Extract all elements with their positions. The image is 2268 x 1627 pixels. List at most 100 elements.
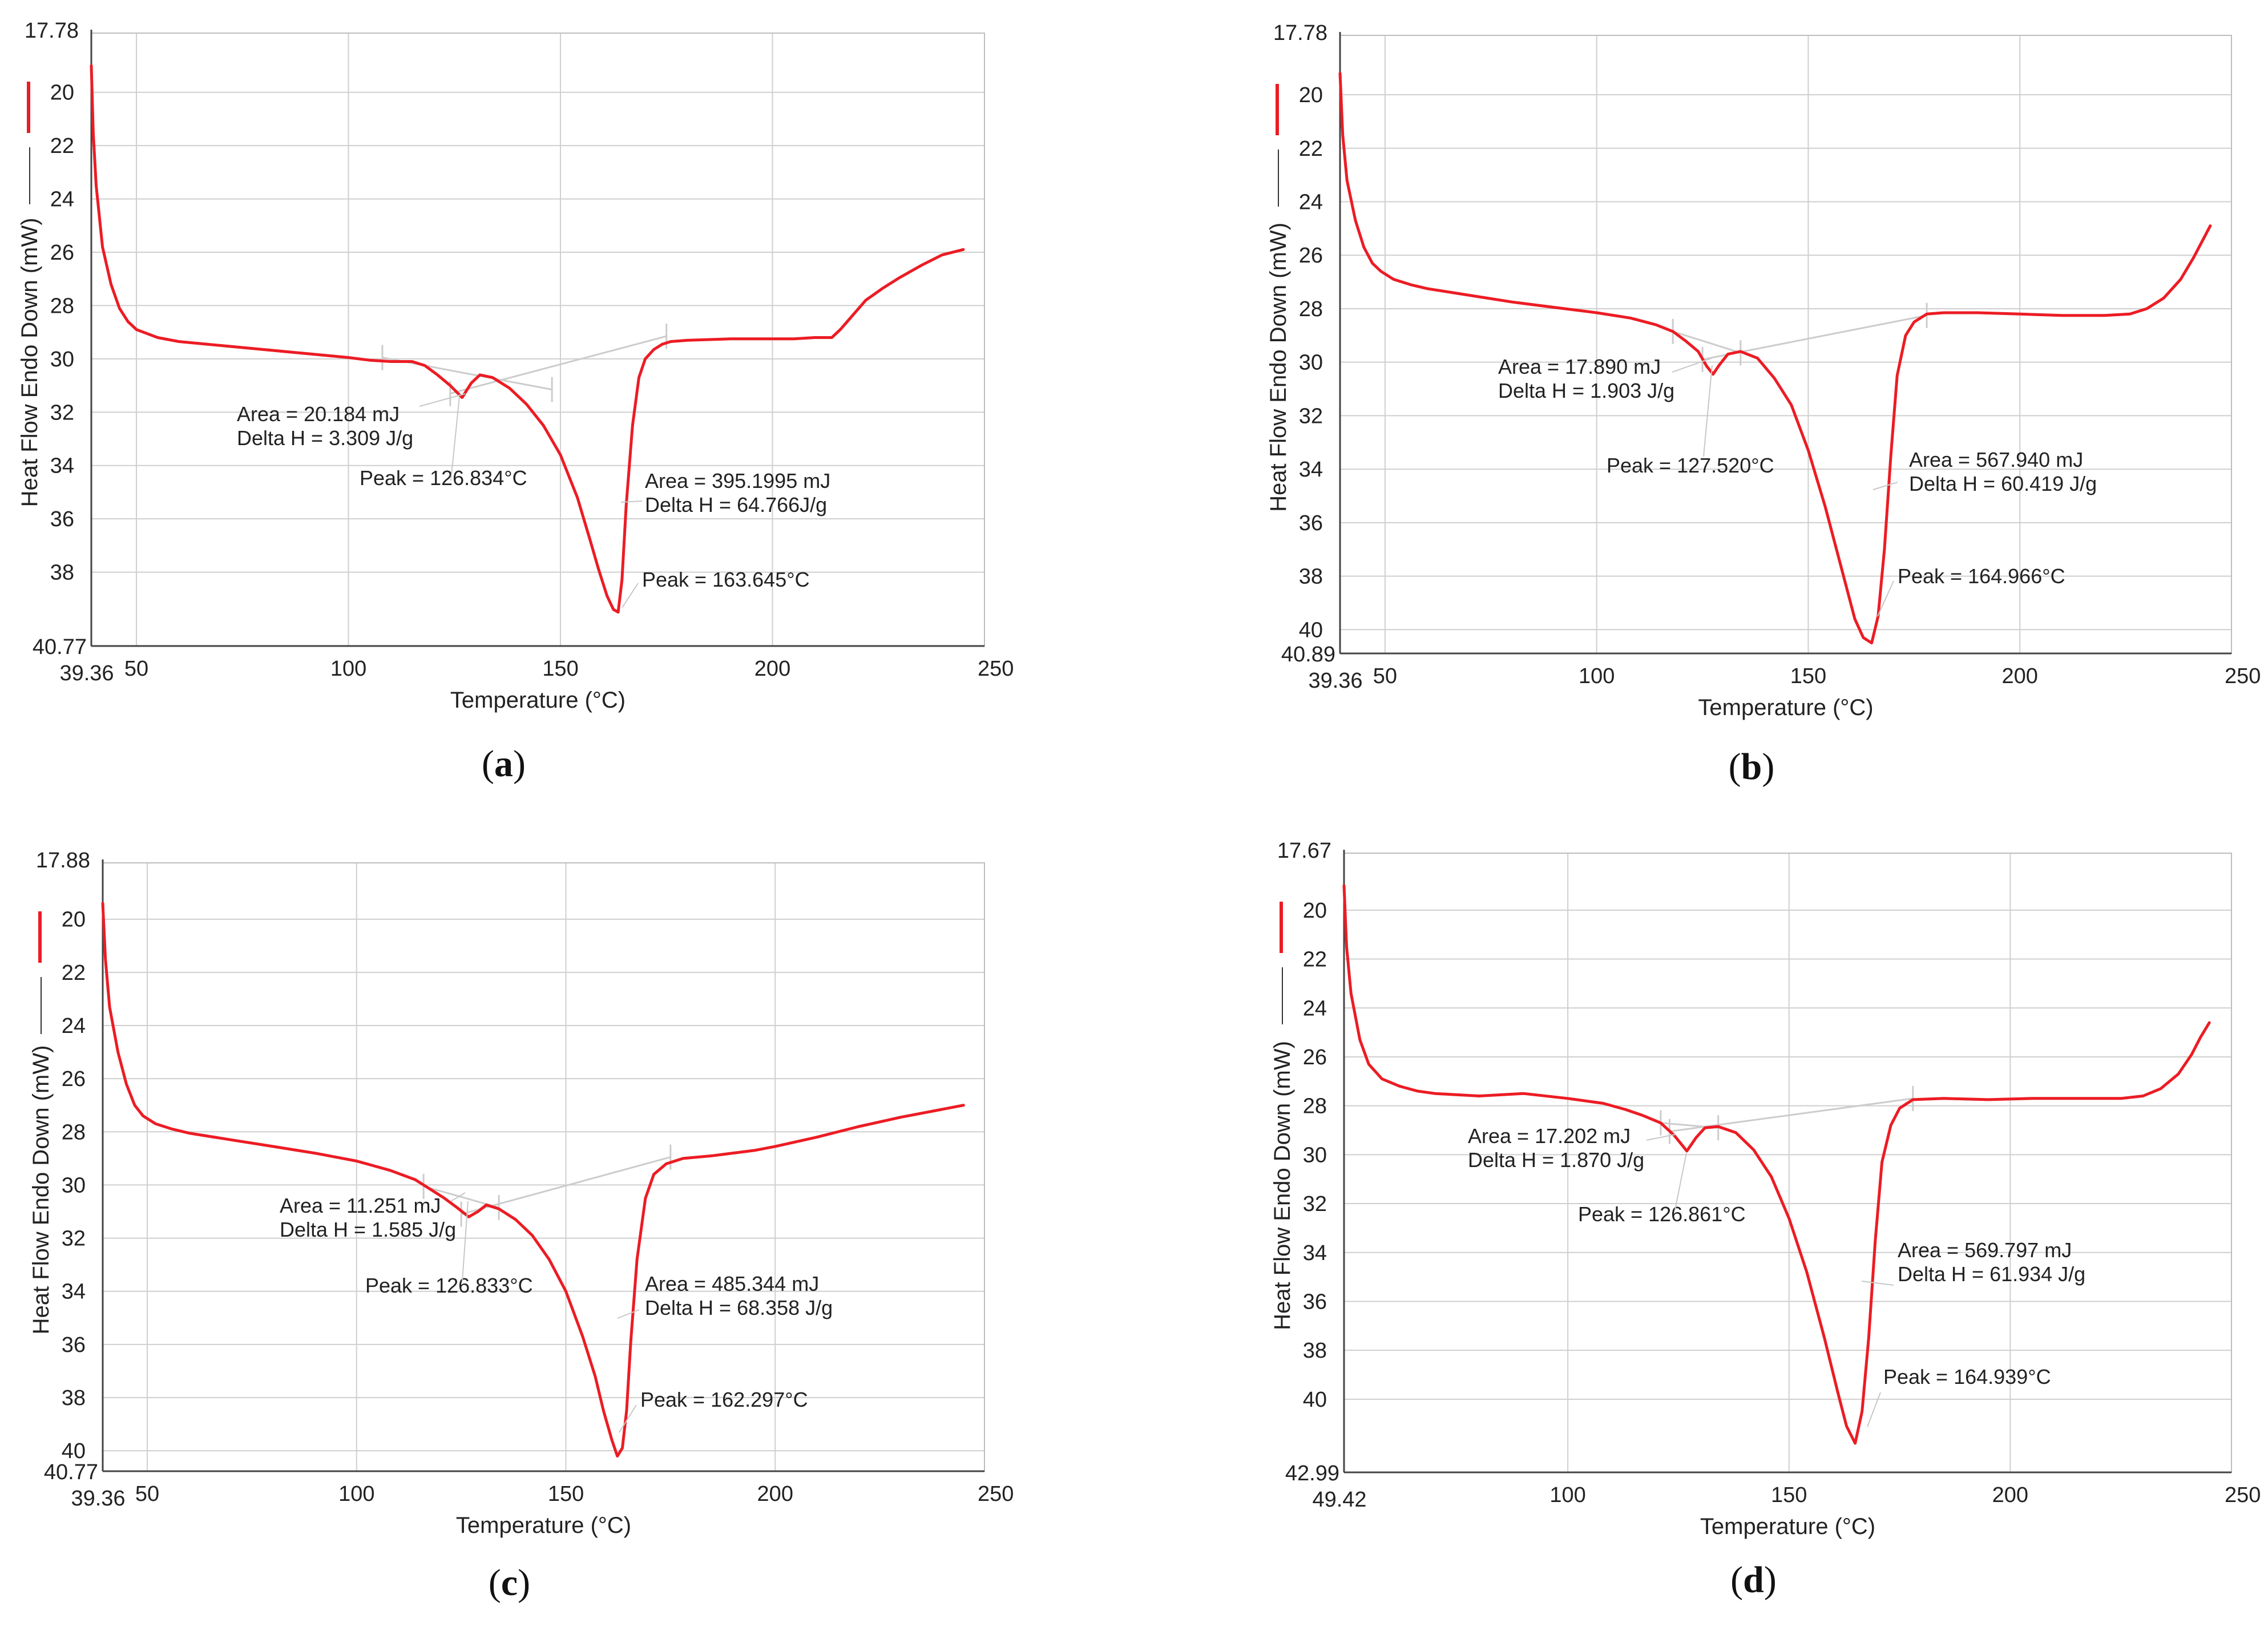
x-tick-label: 50 (124, 657, 148, 681)
integration-baseline (450, 335, 667, 395)
x-tick-label: 150 (1771, 1483, 1807, 1507)
y-tick-label: 32 (1303, 1192, 1327, 1216)
x-axis-title: Temperature (°C) (1700, 1514, 1875, 1539)
x-axis-title: Temperature (°C) (1698, 695, 1873, 720)
peak-leader (1877, 580, 1894, 617)
x-tick-label: 250 (2225, 1483, 2261, 1507)
y-tick-label: 30 (62, 1173, 86, 1197)
annotation-leader (450, 1192, 466, 1202)
peak-annotation: Peak = 163.645°C (642, 568, 810, 591)
peak-leader (450, 396, 460, 481)
x-tick-label: 100 (338, 1482, 374, 1506)
panel-label: (b) (1729, 746, 1775, 788)
panel-label: (c) (489, 1562, 530, 1604)
y-axis-title: Heat Flow Endo Down (mW) (1266, 223, 1291, 512)
y-tick-label: 34 (62, 1280, 86, 1304)
y-tick-label: 34 (50, 454, 74, 478)
panel-label: (d) (1730, 1559, 1777, 1601)
y-tick-label: 22 (1299, 137, 1323, 161)
peak-annotation: Peak = 164.966°C (1898, 564, 2065, 588)
peak-annotation: Peak = 126.861°C (1578, 1202, 1746, 1226)
gridlines (1344, 853, 2232, 1472)
x-tick-label: 150 (1790, 664, 1826, 688)
plot-frame (1339, 35, 2232, 654)
y-tick-label: 28 (1303, 1095, 1327, 1119)
y-tick-label: 34 (1299, 458, 1323, 482)
y-tick-label: 38 (62, 1386, 86, 1410)
area-annotation: Area = 11.251 mJ (280, 1194, 441, 1217)
x-tick-label: 200 (754, 657, 790, 681)
area-annotation: Area = 569.797 mJ (1898, 1238, 2072, 1262)
area-annotation: Area = 17.890 mJ (1498, 355, 1661, 378)
peak-annotation: Peak = 126.834°C (360, 466, 527, 490)
y-top-label: 17.78 (1273, 21, 1327, 45)
delta-h-annotation: Delta H = 64.766J/g (645, 493, 827, 516)
x-tick-label: 100 (1549, 1483, 1585, 1507)
peak-leader (1703, 365, 1713, 457)
y-tick-label: 30 (50, 348, 74, 372)
annotation-leader (1872, 482, 1898, 490)
peak-leader (462, 1201, 469, 1282)
x-start-label: 39.36 (59, 661, 114, 685)
y-tick-label: 20 (1303, 899, 1327, 923)
y-tick-label: 32 (1299, 404, 1323, 428)
plot-frame (102, 862, 985, 1472)
panel-label: (a) (482, 743, 526, 785)
y-tick-label: 22 (1303, 948, 1327, 972)
x-tick-label: 50 (135, 1482, 159, 1506)
y-tick-label: 36 (1303, 1290, 1327, 1314)
y-tick-label: 24 (50, 188, 74, 212)
y-tick-label: 26 (1303, 1045, 1327, 1069)
annotation-leader (1672, 358, 1712, 373)
y-tick-label: 38 (1299, 565, 1323, 589)
x-tick-label: 250 (978, 657, 1014, 681)
x-tick-label: 250 (978, 1482, 1014, 1506)
y-tick-label: 28 (62, 1120, 86, 1144)
y-tick-label: 36 (1299, 511, 1323, 535)
delta-h-annotation: Delta H = 1.903 J/g (1498, 379, 1674, 402)
y-tick-label: 26 (50, 241, 74, 265)
y-axis-title: Heat Flow Endo Down (mW) (1270, 1041, 1295, 1330)
y-tick-label: 24 (1303, 996, 1327, 1020)
heat-flow-curve (90, 64, 965, 614)
peak-leader (1867, 1392, 1881, 1427)
x-tick-label: 200 (2002, 664, 2038, 688)
y-top-label: 17.88 (36, 849, 90, 873)
y-bottom-label: 40.77 (44, 1460, 98, 1484)
peak-annotation: Peak = 164.939°C (1883, 1365, 2051, 1388)
x-tick-label: 150 (548, 1482, 584, 1506)
x-tick-label: 150 (542, 657, 578, 681)
peak-annotation: Peak = 162.297°C (640, 1388, 808, 1411)
peak-leader (1674, 1152, 1687, 1210)
y-top-label: 17.67 (1277, 839, 1331, 863)
gridlines (91, 33, 985, 646)
annotation-leader (620, 500, 643, 503)
heat-flow-curve (101, 902, 965, 1458)
gridlines (1340, 35, 2232, 653)
y-tick-label: 26 (62, 1067, 86, 1091)
y-tick-label: 32 (50, 401, 74, 425)
y-tick-label: 24 (1299, 190, 1323, 214)
delta-h-annotation: Delta H = 1.870 J/g (1468, 1148, 1644, 1172)
y-tick-label: 24 (62, 1014, 86, 1038)
y-tick-label: 20 (1299, 83, 1323, 107)
y-tick-label: 20 (50, 81, 74, 105)
y-tick-label: 22 (62, 961, 86, 985)
peak-annotation: Peak = 126.833°C (365, 1274, 533, 1297)
y-axis-title: Heat Flow Endo Down (mW) (29, 1045, 54, 1335)
y-tick-label: 28 (50, 294, 74, 318)
y-tick-label: 30 (1303, 1143, 1327, 1167)
y-tick-label: 28 (1299, 297, 1323, 321)
x-start-label: 39.36 (71, 1487, 125, 1511)
x-tick-label: 50 (1373, 664, 1397, 688)
peak-leader (619, 1404, 637, 1433)
x-axis-title: Temperature (°C) (456, 1513, 631, 1538)
delta-h-annotation: Delta H = 1.585 J/g (280, 1218, 456, 1241)
y-tick-label: 38 (50, 561, 74, 585)
y-tick-label: 22 (50, 134, 74, 158)
x-tick-label: 200 (757, 1482, 793, 1506)
y-tick-label: 30 (1299, 351, 1323, 375)
